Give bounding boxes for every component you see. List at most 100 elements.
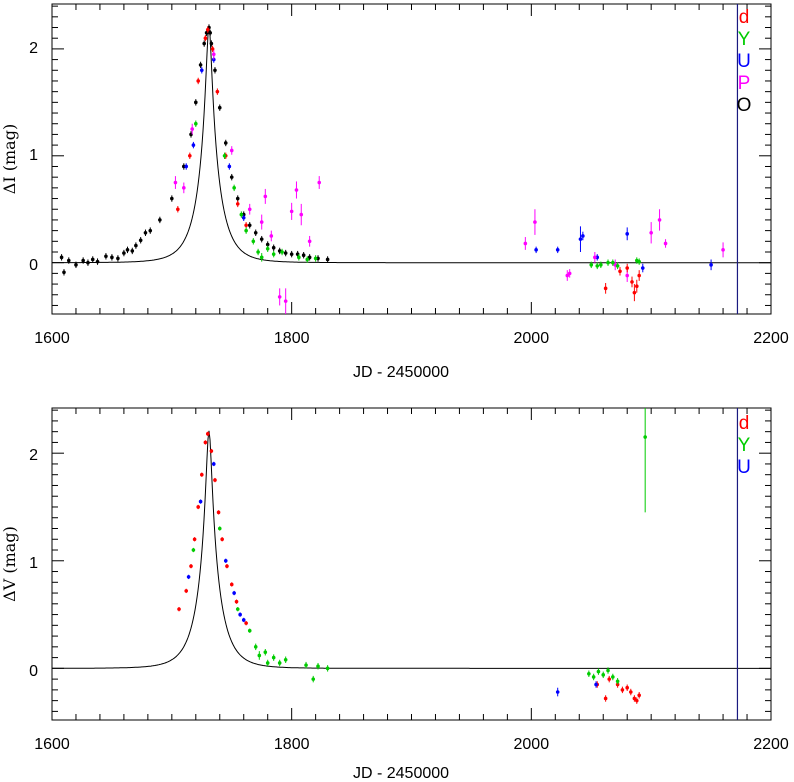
data-point: [594, 682, 598, 687]
data-point: [289, 252, 294, 256]
legend-label-d: d: [739, 413, 750, 434]
data-point: [62, 270, 66, 275]
i-band-panel: 1600 1800 2000 2200 0 1 2 JD - 2450000 Δ…: [0, 3, 789, 381]
y-tick-label-0: 0: [29, 663, 38, 680]
data-point: [555, 690, 560, 694]
model-curve: [52, 26, 771, 264]
data-point: [603, 286, 608, 291]
data-point: [199, 68, 204, 73]
data-point: [232, 186, 236, 190]
data-point: [205, 27, 210, 32]
data-point: [611, 260, 615, 265]
data-point: [599, 263, 603, 267]
data-point: [271, 252, 276, 256]
data-points: [177, 408, 647, 704]
data-point: [74, 263, 78, 267]
y-tick-label-2: 2: [29, 40, 38, 57]
data-point: [110, 255, 114, 260]
data-point: [280, 250, 284, 254]
data-point: [316, 664, 320, 669]
data-point: [637, 693, 641, 698]
data-point: [325, 666, 330, 671]
data-point: [253, 230, 258, 235]
data-point: [304, 663, 308, 667]
data-point: [271, 655, 276, 660]
data-point: [634, 698, 639, 703]
y-tick-label-2: 2: [29, 447, 38, 464]
data-point: [625, 273, 629, 278]
data-point: [591, 675, 596, 679]
data-point: [637, 273, 641, 278]
x-tick-label-1800: 1800: [274, 736, 310, 753]
data-point: [283, 299, 288, 303]
data-point: [235, 202, 240, 206]
data-point: [184, 164, 189, 169]
model-curve: [52, 430, 771, 669]
data-point: [589, 263, 594, 267]
data-point: [192, 537, 197, 542]
data-point: [581, 234, 585, 238]
data-point: [170, 196, 174, 201]
data-point: [618, 269, 622, 274]
data-point: [259, 255, 264, 260]
data-point: [271, 245, 276, 250]
data-point: [241, 215, 246, 220]
data-point: [632, 696, 637, 701]
data-point: [241, 618, 246, 622]
data-point: [299, 212, 304, 217]
x-tick-label-2200: 2200: [753, 330, 789, 347]
x-axis-label: JD - 2450000: [353, 364, 449, 381]
data-point: [186, 575, 191, 579]
data-point: [277, 661, 282, 665]
plot-frame: [51, 407, 772, 721]
data-point: [663, 241, 668, 246]
data-point: [134, 243, 138, 248]
data-point: [191, 143, 196, 147]
legend-label-y: Y: [738, 435, 751, 456]
data-point: [259, 220, 264, 224]
data-point: [173, 180, 178, 185]
data-point: [229, 582, 234, 587]
data-point: [222, 153, 227, 158]
data-point: [216, 510, 221, 515]
data-point: [251, 239, 256, 244]
data-point: [297, 255, 301, 260]
data-point: [125, 248, 130, 252]
data-point: [95, 259, 100, 264]
plot-frame: [51, 3, 772, 315]
data-point: [238, 612, 242, 617]
data-point: [223, 141, 228, 145]
data-point: [143, 230, 148, 235]
data-point: [194, 121, 198, 126]
data-point: [630, 280, 634, 284]
data-point: [104, 254, 108, 259]
y-tick-label-1: 1: [29, 555, 38, 572]
data-point: [122, 251, 126, 255]
data-point: [215, 89, 220, 94]
data-point: [203, 440, 208, 445]
data-point: [317, 180, 322, 185]
x-axis-label: JD - 2450000: [353, 765, 449, 782]
data-point: [220, 537, 224, 542]
data-point: [59, 255, 64, 260]
data-point: [217, 105, 222, 110]
data-point: [244, 621, 248, 625]
data-point: [244, 228, 248, 233]
data-point: [158, 218, 162, 222]
x-tick-label-2200: 2200: [753, 736, 789, 753]
data-point: [229, 175, 234, 179]
data-point: [177, 607, 181, 611]
data-point: [301, 253, 306, 258]
data-point: [235, 607, 240, 611]
data-point: [533, 220, 537, 224]
y-tick-label-0: 0: [29, 257, 38, 274]
y-axis-label: ΔV (mag): [0, 526, 19, 602]
data-point: [615, 679, 620, 684]
data-point: [625, 266, 629, 270]
data-point: [198, 499, 203, 504]
data-point: [565, 273, 570, 278]
data-point: [182, 186, 186, 190]
data-point: [596, 669, 601, 674]
data-point: [607, 677, 612, 681]
